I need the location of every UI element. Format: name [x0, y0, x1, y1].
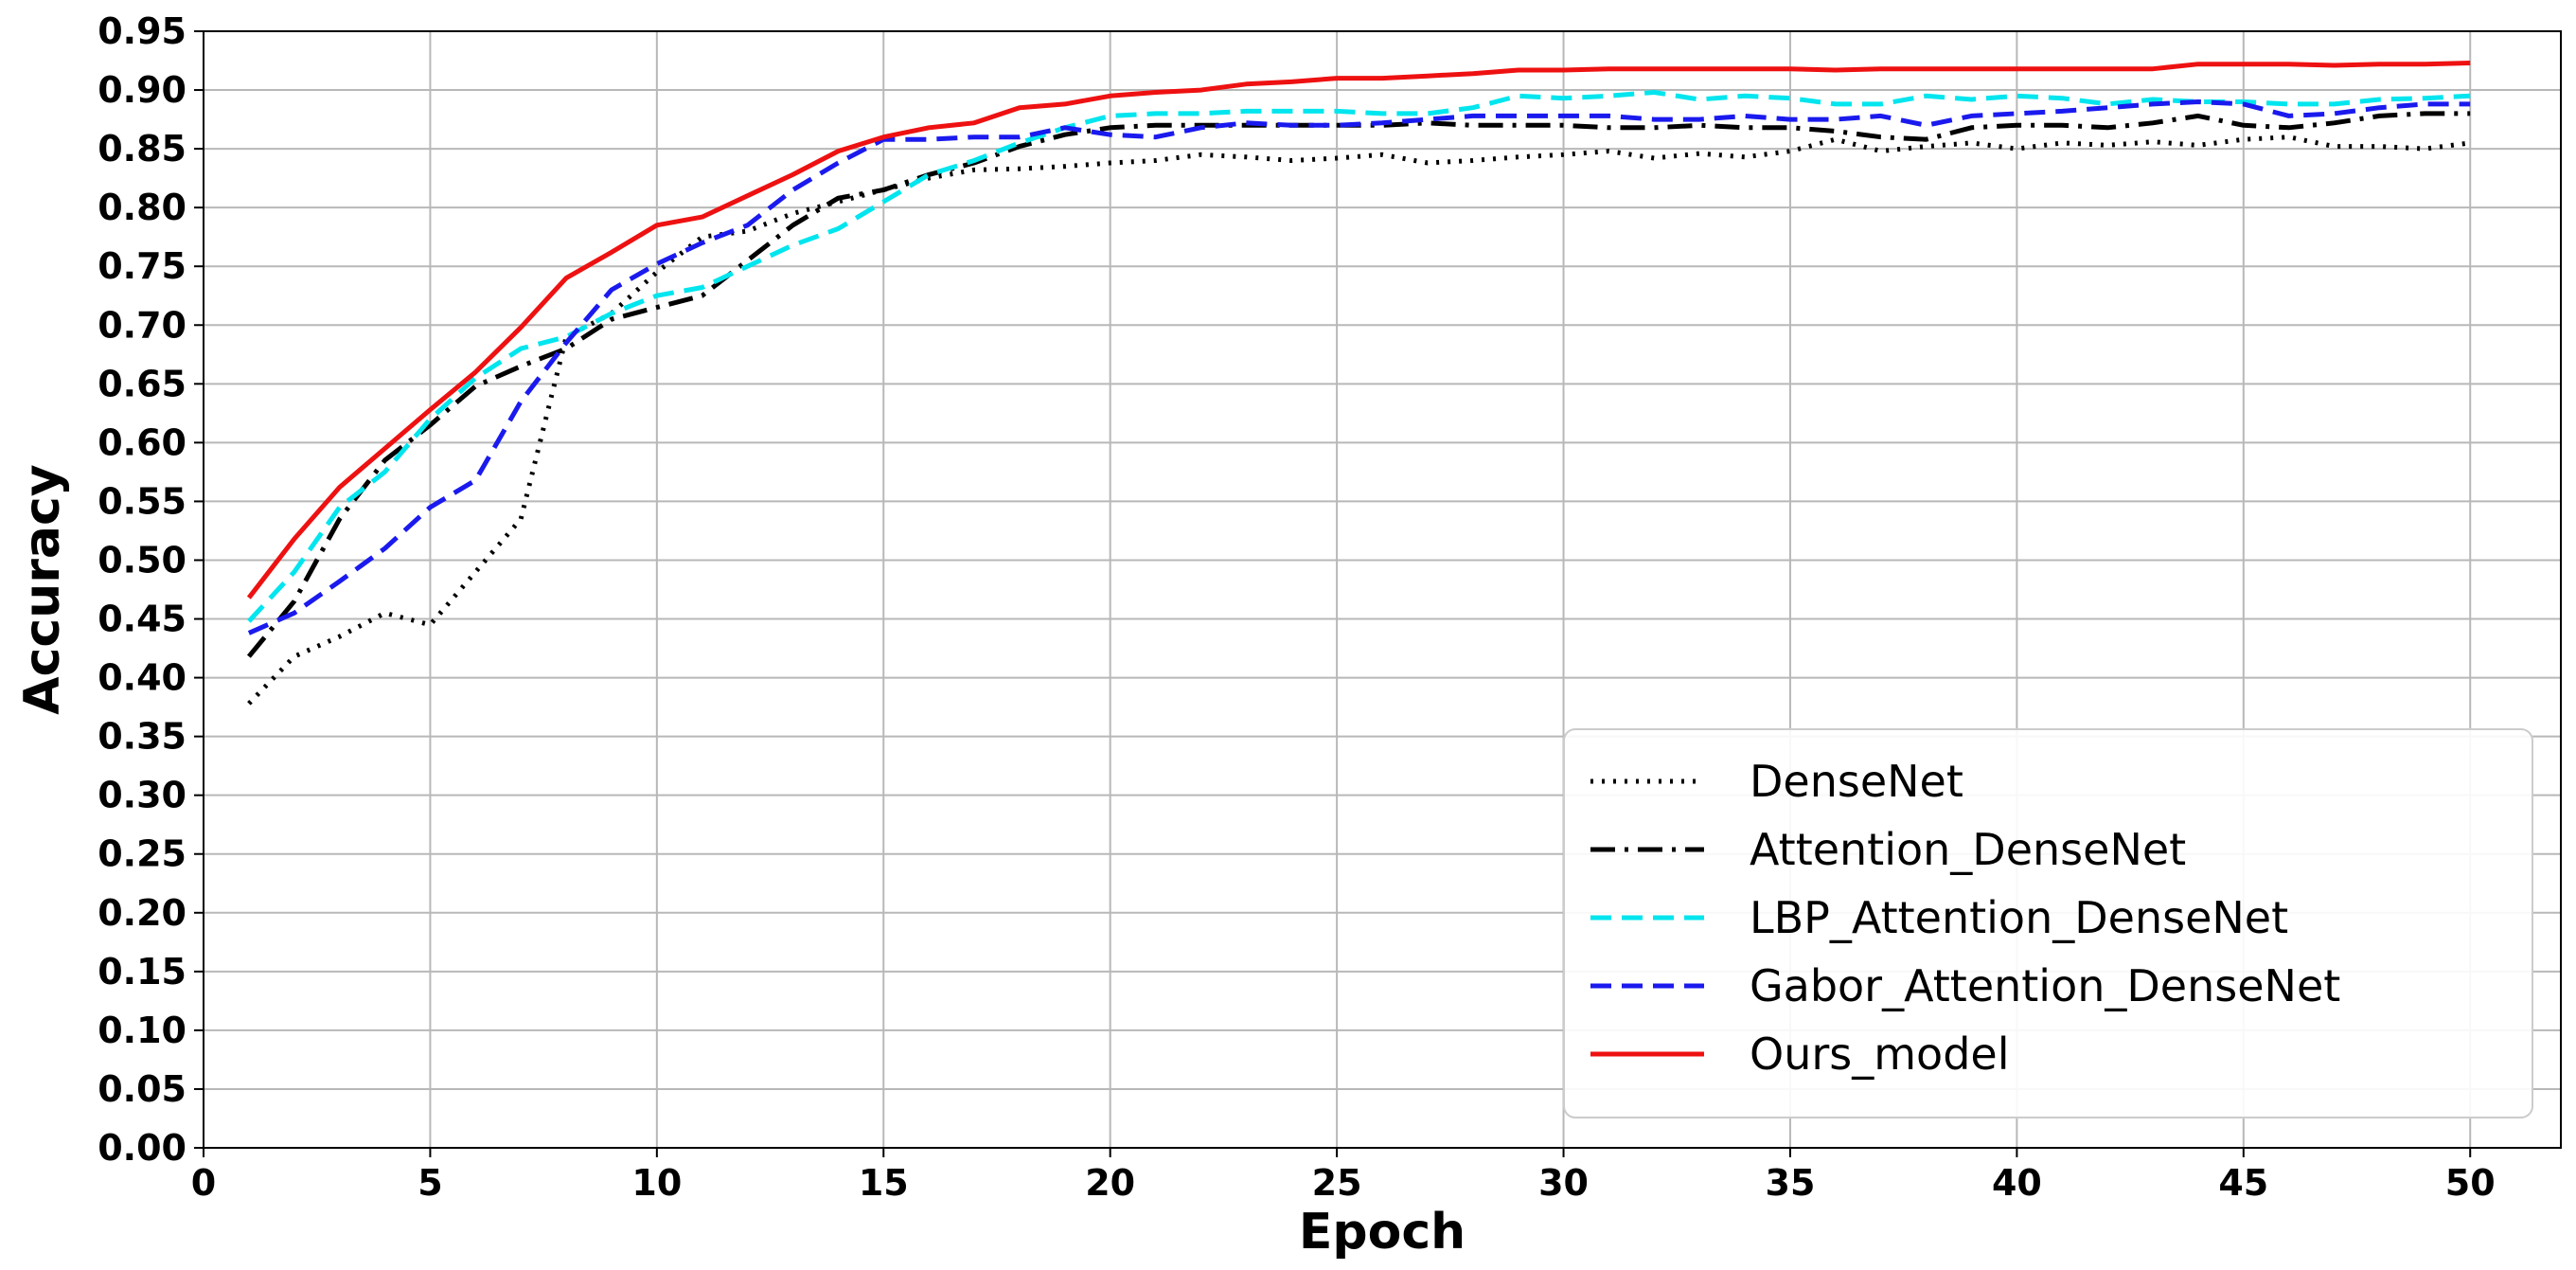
y-tick-label: 0.40 — [98, 657, 187, 699]
x-tick-label: 25 — [1312, 1162, 1362, 1204]
legend-box — [1563, 728, 2533, 1118]
series-line-lbp-attention-densenet — [247, 90, 2471, 623]
x-tick-label: 45 — [2218, 1162, 2268, 1204]
y-axis-label: Accuracy — [14, 464, 71, 714]
y-tick-label: 0.80 — [98, 187, 187, 228]
y-tick-label: 0.50 — [98, 539, 187, 581]
x-tick-label: 35 — [1766, 1162, 1816, 1204]
y-tick-label: 0.45 — [98, 599, 187, 640]
y-tick-label: 0.00 — [98, 1127, 187, 1169]
y-tick-label: 0.15 — [98, 951, 187, 993]
y-tick-label: 0.90 — [98, 69, 187, 111]
y-tick-label: 0.75 — [98, 245, 187, 287]
plot-frame — [203, 30, 2562, 1149]
y-tick-label: 0.55 — [98, 480, 187, 522]
x-tick-label: 15 — [859, 1162, 909, 1204]
legend-label: Ours_model — [1750, 1029, 2009, 1080]
y-tick-label: 0.35 — [98, 716, 187, 758]
series-line-ours-model — [246, 61, 2471, 599]
series-lines — [246, 61, 2471, 706]
x-axis-label: Epoch — [1299, 1204, 1466, 1261]
legend-label: Gabor_Attention_DenseNet — [1750, 960, 2340, 1011]
x-tick-label: 40 — [1992, 1162, 2042, 1204]
x-tick-label: 50 — [2445, 1162, 2496, 1204]
legend-label: LBP_Attention_DenseNet — [1750, 892, 2288, 943]
legend-label: DenseNet — [1750, 756, 1963, 807]
x-tick-label: 5 — [417, 1162, 442, 1204]
y-tick-label: 0.85 — [98, 128, 187, 170]
x-tick-label: 30 — [1538, 1162, 1589, 1204]
y-tick-label: 0.25 — [98, 833, 187, 875]
series-line-gabor-attention-densenet — [247, 99, 2471, 635]
series-line-densenet — [247, 134, 2471, 706]
x-tick-label: 10 — [631, 1162, 682, 1204]
x-tick-label: 20 — [1085, 1162, 1135, 1204]
y-tick-label: 0.95 — [98, 10, 187, 52]
y-tick-label: 0.65 — [98, 363, 187, 404]
y-tick-label: 0.10 — [98, 1010, 187, 1051]
y-tick-label: 0.05 — [98, 1068, 187, 1110]
y-tick-label: 0.60 — [98, 421, 187, 463]
y-tick-label: 0.70 — [98, 304, 187, 346]
x-axis-ticks: 0 5 10 15 20 25 30 35 40 45 50 — [191, 1148, 2496, 1204]
legend-label: Attention_DenseNet — [1750, 824, 2186, 875]
y-tick-label: 0.30 — [98, 775, 187, 816]
x-tick-label: 0 — [191, 1162, 216, 1204]
legend: DenseNet Attention_DenseNet LBP_Attention_… — [1563, 728, 2533, 1118]
y-axis-ticks: 0.00 0.05 0.10 0.15 0.20 0.25 0.30 0.35 0.40 0.45… — [98, 10, 204, 1169]
y-tick-label: 0.20 — [98, 892, 187, 934]
